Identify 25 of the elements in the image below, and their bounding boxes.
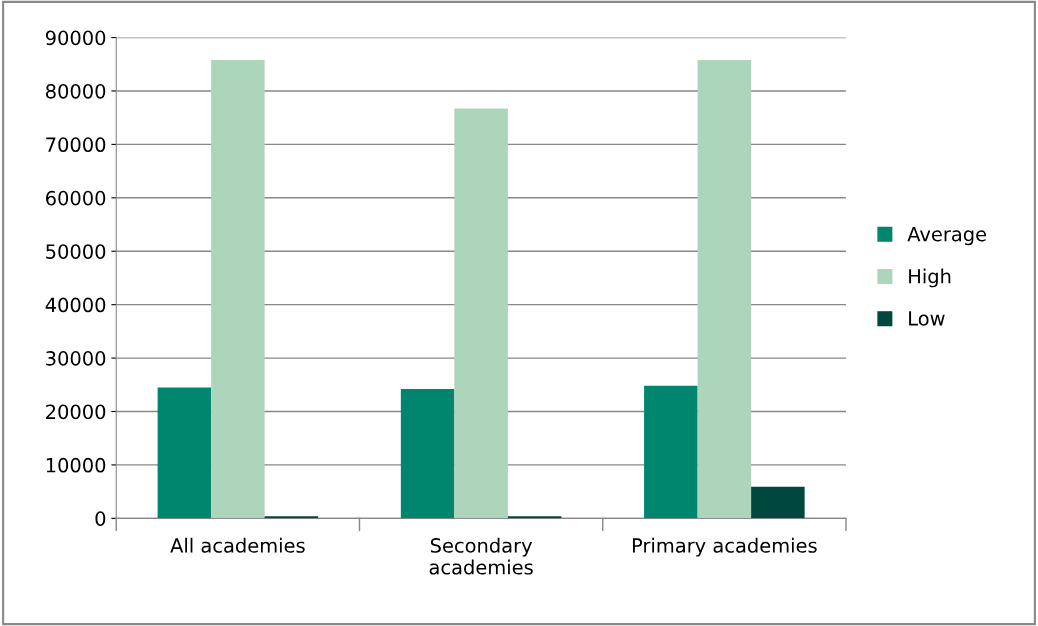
legend-label: Average	[907, 226, 987, 246]
x-tick-label: Secondary academies	[429, 537, 533, 575]
bar	[751, 486, 805, 519]
bar	[697, 60, 752, 519]
bar	[264, 516, 319, 519]
y-tick-label: 60000	[46, 190, 106, 206]
y-tick-label: 20000	[46, 404, 106, 420]
bar	[644, 385, 698, 519]
y-tick-label: 40000	[45, 297, 106, 313]
y-tick-label: 80000	[45, 83, 106, 99]
x-tick-label: All academies	[170, 537, 305, 553]
y-tick-label: 90000	[45, 30, 106, 46]
legend-label: High	[909, 268, 951, 288]
bar	[454, 108, 508, 519]
y-tick-label: 0	[95, 511, 106, 526]
bar	[507, 516, 562, 519]
legend-label: Low	[909, 311, 945, 326]
x-tick-label: Primary academies	[632, 537, 817, 557]
y-tick-label: 30000	[46, 351, 106, 366]
bar	[211, 60, 265, 519]
y-tick-label: 70000	[46, 137, 106, 153]
bar	[157, 387, 212, 519]
y-tick-label: 10000	[46, 457, 106, 473]
y-tick-label: 50000	[46, 244, 106, 259]
bar	[400, 389, 455, 519]
